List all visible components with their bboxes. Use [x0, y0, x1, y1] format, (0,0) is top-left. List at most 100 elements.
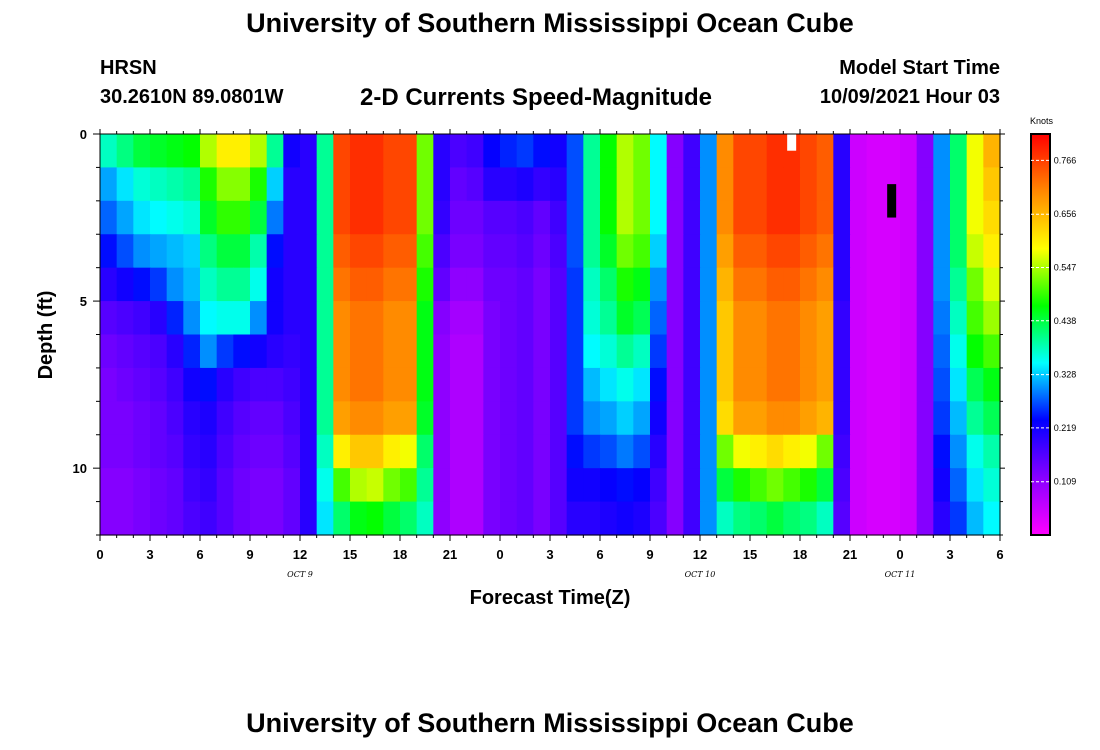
heatmap-cell [466, 501, 484, 536]
heatmap-cell [633, 367, 651, 402]
heatmap-cell [666, 134, 684, 169]
heatmap-cell [233, 234, 251, 269]
heatmap-cell [100, 501, 118, 536]
heatmap-cell [516, 167, 534, 202]
heatmap-cell [700, 434, 718, 469]
heatmap-cell [716, 401, 734, 436]
heatmap-cell [866, 334, 884, 369]
heatmap-cell [400, 401, 418, 436]
heatmap-cell [816, 501, 834, 536]
heatmap-cell [650, 234, 668, 269]
heatmap-cell [100, 468, 118, 503]
heatmap-cell [216, 367, 234, 402]
heatmap-cell [483, 367, 501, 402]
heatmap-cell [216, 134, 234, 169]
heatmap-cell [766, 334, 784, 369]
heatmap-cell [366, 134, 384, 169]
heatmap-cell [950, 200, 968, 235]
heatmap-cell [133, 267, 151, 302]
heatmap-cell [783, 234, 801, 269]
heatmap-cell [783, 401, 801, 436]
heatmap-cell [750, 401, 768, 436]
heatmap-cell [383, 200, 401, 235]
heatmap-cell [283, 501, 301, 536]
heatmap-cell [866, 267, 884, 302]
heatmap-cell [500, 468, 518, 503]
heatmap-cell [416, 434, 434, 469]
heatmap-cell [816, 200, 834, 235]
heatmap-cell [683, 434, 701, 469]
x-tick-label: 3 [946, 547, 953, 562]
heatmap-cell [683, 301, 701, 336]
heatmap-cell [333, 468, 351, 503]
heatmap-cell [700, 234, 718, 269]
heatmap-cell [950, 234, 968, 269]
heatmap-cell [766, 401, 784, 436]
heatmap-cell [533, 434, 551, 469]
heatmap-cell [933, 234, 951, 269]
heatmap-cell [133, 401, 151, 436]
heatmap-cell [650, 134, 668, 169]
heatmap-cell [416, 468, 434, 503]
heatmap-cell [783, 434, 801, 469]
heatmap-cell [750, 468, 768, 503]
heatmap-cell [733, 301, 751, 336]
heatmap-cell [550, 301, 568, 336]
heatmap-cell [433, 134, 451, 169]
colorbar-tick-label: 0.328 [1054, 370, 1077, 380]
heatmap-cell [166, 167, 184, 202]
heatmap-cell [333, 434, 351, 469]
heatmap-cell [550, 200, 568, 235]
heatmap-cell [250, 334, 268, 369]
heatmap-cell [600, 200, 618, 235]
colorbar-scale [1030, 133, 1051, 536]
heatmap-cell [116, 200, 134, 235]
heatmap-cell [983, 200, 1001, 235]
heatmap-cell [516, 367, 534, 402]
heatmap-cell [266, 200, 284, 235]
heatmap-cell [233, 267, 251, 302]
heatmap-cell [450, 134, 468, 169]
heatmap-cell [433, 468, 451, 503]
heatmap-cell [250, 367, 268, 402]
heatmap-cell [566, 434, 584, 469]
heatmap-cell [833, 334, 851, 369]
heatmap-cell [983, 501, 1001, 536]
colorbar-tick-label: 0.219 [1054, 423, 1077, 433]
heatmap-cell [933, 334, 951, 369]
heatmap-cell [950, 401, 968, 436]
heatmap-cell [833, 401, 851, 436]
heatmap-cell [316, 134, 334, 169]
heatmap-cell [100, 367, 118, 402]
heatmap-cell [533, 200, 551, 235]
heatmap-cell [233, 200, 251, 235]
heatmap-cell [283, 334, 301, 369]
heatmap-cell [116, 468, 134, 503]
heatmap-cell [300, 301, 318, 336]
heatmap-cell [883, 401, 901, 436]
heatmap-cell [100, 167, 118, 202]
heatmap-cell [183, 301, 201, 336]
heatmap-cell [866, 200, 884, 235]
heatmap-cell [466, 134, 484, 169]
heatmap-cell [916, 367, 934, 402]
colorbar-ticks: 0.766 0.656 0.547 0.438 0.328 0.219 0.109 [1031, 155, 1077, 487]
heatmap-cell [166, 267, 184, 302]
heatmap-cell [583, 267, 601, 302]
heatmap-cell [633, 401, 651, 436]
heatmap-cell [316, 267, 334, 302]
heatmap-cell [700, 401, 718, 436]
heatmap-cell [616, 468, 634, 503]
x-tick-label: 21 [843, 547, 857, 562]
heatmap-cell [633, 167, 651, 202]
heatmap-cell [150, 434, 168, 469]
heatmap-cell [266, 367, 284, 402]
heatmap-cell [283, 134, 301, 169]
heatmap-cell [133, 501, 151, 536]
heatmap-cell [650, 367, 668, 402]
heatmap-cell [700, 134, 718, 169]
heatmap-cell [966, 234, 984, 269]
colorbar-tick-label: 0.109 [1054, 477, 1077, 487]
heatmap-cell [133, 301, 151, 336]
heatmap-cell [716, 434, 734, 469]
